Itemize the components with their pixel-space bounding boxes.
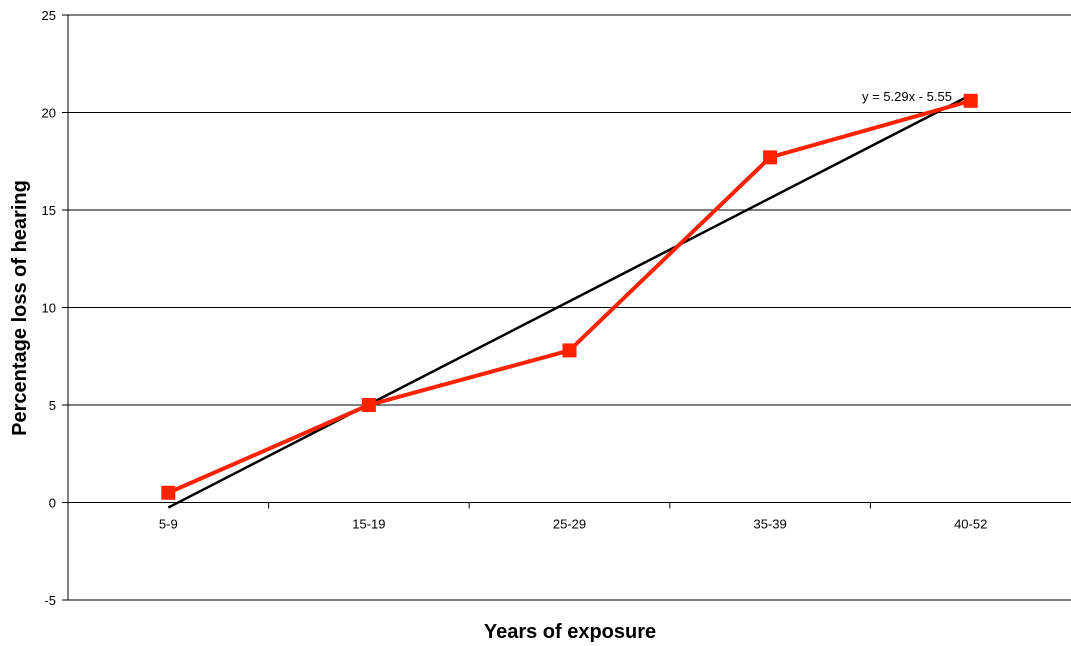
y-tick-label: 20 [42, 106, 56, 121]
y-tick-label: 10 [42, 301, 56, 316]
gridlines [68, 14, 1071, 601]
y-tick-labels: -5 0 5 10 15 20 25 [42, 8, 56, 608]
data-point-marker [763, 150, 778, 165]
data-point-marker [963, 93, 978, 108]
y-tick-label: 5 [49, 398, 56, 413]
data-point-marker [361, 398, 376, 412]
x-tick-labels: 5-9 15-19 25-29 35-39 40-52 [159, 517, 987, 532]
y-tick-label: 0 [49, 496, 56, 511]
x-axis-title: Years of exposure [484, 621, 656, 643]
x-tick-label: 25-29 [553, 517, 586, 532]
y-tick-label: -5 [44, 593, 56, 608]
x-tick-label: 35-39 [753, 517, 786, 532]
trendline [167, 93, 972, 509]
series-group [161, 93, 978, 500]
series-line [167, 98, 972, 495]
data-point-marker [562, 343, 577, 358]
x-tick-label: 40-52 [954, 517, 987, 532]
trendline-equation: y = 5.29x - 5.55 [862, 89, 952, 104]
y-tick-label: 15 [42, 203, 56, 218]
y-tick-label: 25 [42, 8, 56, 23]
data-point-marker [161, 485, 176, 500]
axes [62, 14, 1071, 601]
y-axis-title: Percentage loss of hearing [9, 180, 31, 436]
x-tick-label: 5-9 [159, 517, 178, 532]
x-tick-label: 15-19 [352, 517, 385, 532]
trendline-group [167, 93, 972, 509]
